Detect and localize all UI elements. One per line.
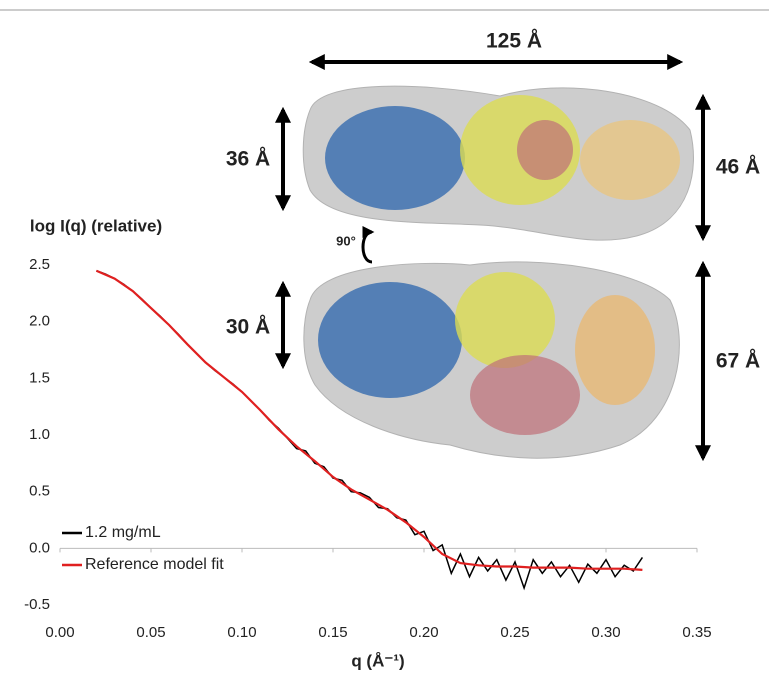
- dimension-label: 46 Å: [716, 155, 760, 179]
- legend-label: Reference model fit: [85, 556, 224, 573]
- structure-bottom: [304, 262, 680, 458]
- x-tick-label: 0.00: [45, 624, 74, 641]
- dimension-label: 36 Å: [226, 147, 270, 171]
- y-tick-label: -0.5: [24, 596, 50, 613]
- dimension-label: 90°: [336, 233, 356, 248]
- y-tick-label: 1.5: [29, 369, 50, 386]
- x-tick-label: 0.30: [591, 624, 620, 641]
- y-tick-label: 2.5: [29, 256, 50, 273]
- dimension-label: 67 Å: [716, 349, 760, 373]
- y-axis-label: log I(q) (relative): [30, 216, 162, 235]
- x-tick-label: 0.20: [409, 624, 438, 641]
- legend-label: 1.2 mg/mL: [85, 524, 161, 541]
- y-tick-label: 0.0: [29, 539, 50, 556]
- dimension-label: 30 Å: [226, 315, 270, 339]
- dimension-label: 125 Å: [486, 29, 542, 53]
- x-tick-label: 0.25: [500, 624, 529, 641]
- y-tick-label: 2.0: [29, 313, 50, 330]
- x-tick-label: 0.35: [682, 624, 711, 641]
- y-tick-label: 1.0: [29, 426, 50, 443]
- x-axis-label: q (Å⁻¹): [351, 651, 404, 670]
- structure-top: [303, 86, 693, 240]
- x-tick-label: 0.15: [318, 624, 347, 641]
- chart: log I(q) (relative) q (Å⁻¹) -0.5 0.0 0.5 1.…: [0, 0, 769, 679]
- x-tick-label: 0.05: [136, 624, 165, 641]
- x-tick-label: 0.10: [227, 624, 256, 641]
- y-tick-label: 0.5: [29, 483, 50, 500]
